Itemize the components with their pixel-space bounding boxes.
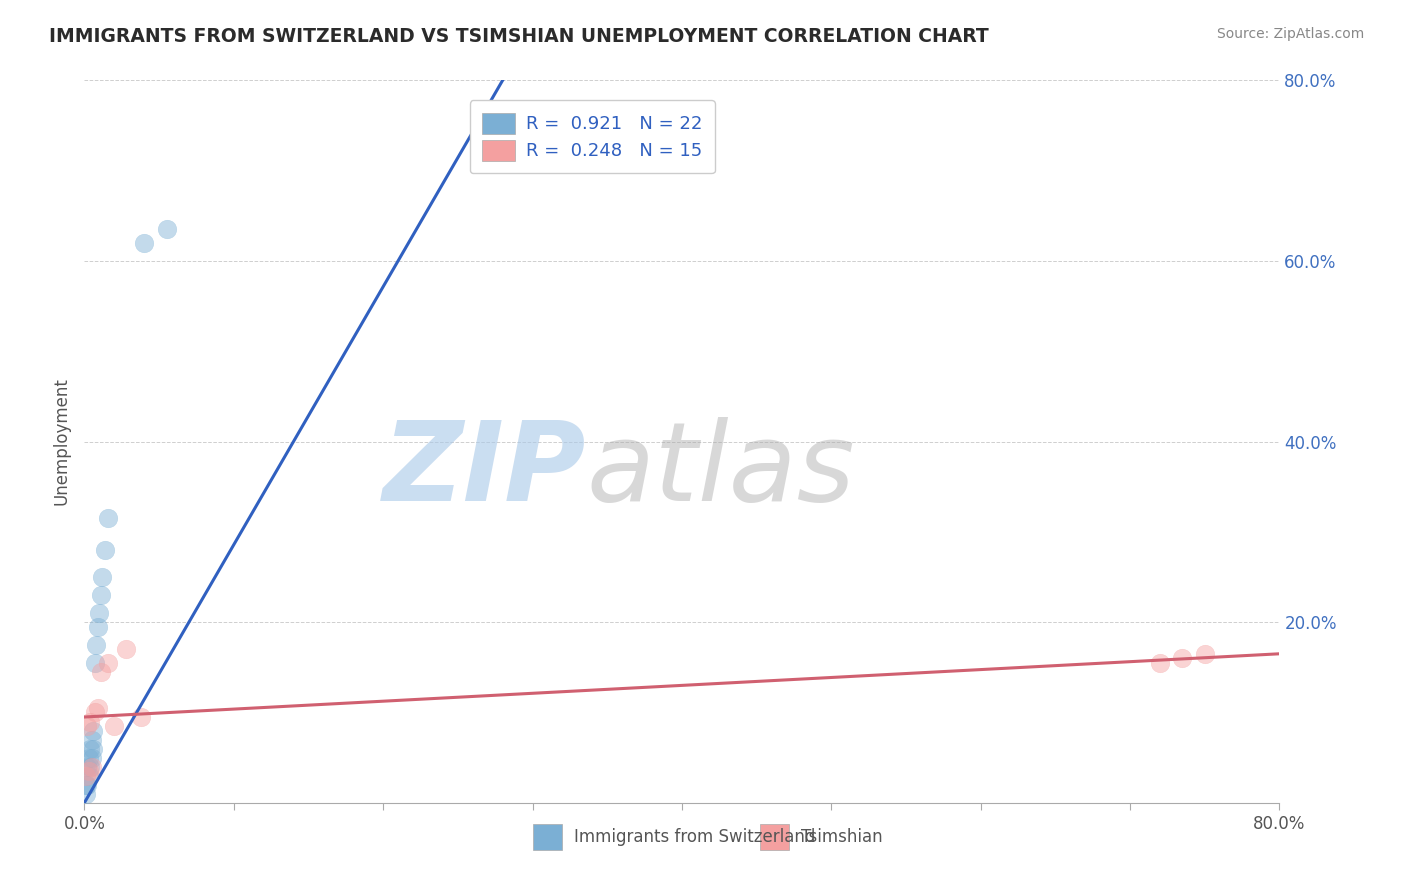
- Point: [83, 656, 105, 670]
- Point: [90, 665, 112, 679]
- Point: [75, 778, 97, 792]
- Point: [83, 706, 105, 720]
- Point: [80, 732, 103, 747]
- Point: [1194, 647, 1216, 661]
- Point: [115, 642, 138, 657]
- Text: Tsimshian: Tsimshian: [801, 828, 883, 847]
- Point: [132, 235, 156, 250]
- Point: [155, 222, 177, 236]
- Point: [129, 710, 152, 724]
- Point: [103, 719, 125, 733]
- Point: [77, 769, 100, 783]
- Bar: [759, 824, 790, 850]
- Point: [75, 769, 97, 783]
- Point: [77, 750, 100, 764]
- Point: [79, 760, 101, 774]
- Text: IMMIGRANTS FROM SWITZERLAND VS TSIMSHIAN UNEMPLOYMENT CORRELATION CHART: IMMIGRANTS FROM SWITZERLAND VS TSIMSHIAN…: [49, 27, 988, 45]
- Point: [80, 760, 103, 774]
- Point: [77, 764, 100, 779]
- Point: [87, 620, 110, 634]
- Point: [97, 656, 120, 670]
- Point: [79, 741, 101, 756]
- Text: atlas: atlas: [586, 417, 855, 524]
- Point: [1171, 651, 1194, 665]
- Text: Immigrants from Switzerland: Immigrants from Switzerland: [575, 828, 815, 847]
- Point: [97, 511, 120, 525]
- Point: [75, 787, 97, 801]
- Point: [87, 701, 110, 715]
- Legend: R =  0.921   N = 22, R =  0.248   N = 15: R = 0.921 N = 22, R = 0.248 N = 15: [470, 100, 714, 173]
- Point: [80, 750, 103, 764]
- Point: [94, 542, 117, 557]
- Point: [91, 570, 114, 584]
- Point: [82, 741, 104, 756]
- Bar: [533, 824, 562, 850]
- Text: Source: ZipAtlas.com: Source: ZipAtlas.com: [1216, 27, 1364, 41]
- Point: [76, 760, 98, 774]
- Point: [82, 723, 104, 738]
- Point: [79, 714, 101, 729]
- Point: [89, 606, 111, 620]
- Text: ZIP: ZIP: [382, 417, 586, 524]
- Point: [76, 778, 98, 792]
- Point: [90, 588, 112, 602]
- Point: [76, 719, 98, 733]
- Point: [1149, 656, 1171, 670]
- Point: [86, 638, 108, 652]
- Y-axis label: Unemployment: Unemployment: [52, 377, 70, 506]
